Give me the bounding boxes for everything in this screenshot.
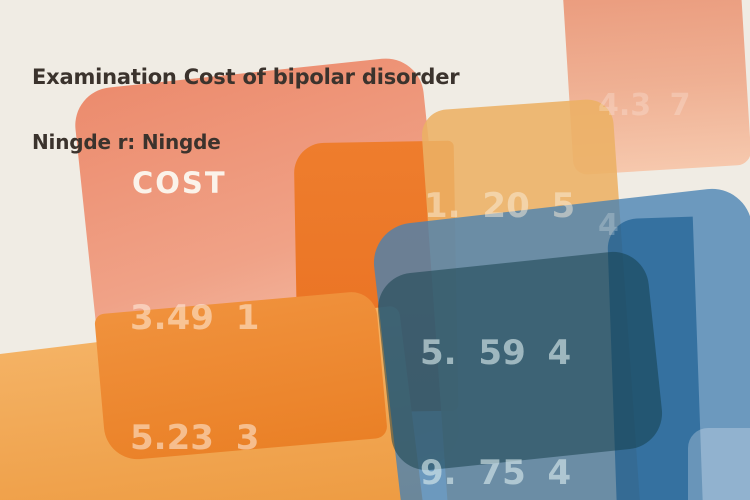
cost-value-row: 9. 75 4 — [420, 453, 572, 493]
cost-value-row: 5. 59 4 — [420, 333, 572, 373]
cost-right-column: 5. 59 4 9. 75 4 0. 15 8 7. 28 5 9. 69 3 — [420, 253, 571, 500]
cost-left-column: 3.49 1 5.23 3 3.40 9 4.92 1 5.43 1 0.44 … — [130, 218, 259, 500]
cost-value-row: 1. 20 5 — [424, 186, 576, 226]
page-subtitle: Ningde r: Ningde — [32, 129, 221, 154]
page-title: Examination Cost of bipolar disorder — [32, 65, 460, 90]
cost-value-row: 3.49 1 — [130, 298, 260, 338]
ghost-number-rows: 4.3 7 4 — [598, 6, 690, 326]
cost-right-column-blue: 4. 15 4 2. 17 4 — [414, 453, 565, 500]
cost-column-header: COST — [132, 166, 227, 200]
title-block: Examination Cost of bipolar disorder Nin… — [32, 26, 460, 193]
ghost-row: 4.3 7 — [598, 88, 691, 123]
ghost-row: 4 — [598, 208, 619, 243]
light-bottom-right-corner — [688, 428, 750, 500]
cost-value-row: 5.23 3 — [130, 418, 260, 458]
